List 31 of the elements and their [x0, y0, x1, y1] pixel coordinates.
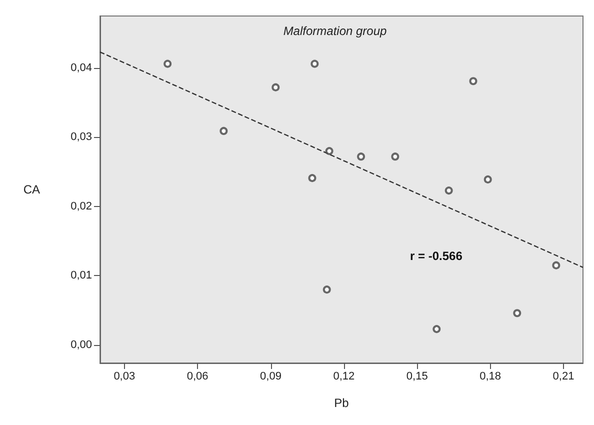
x-tick-label: 0,12: [333, 370, 355, 382]
x-axis-title: Pb: [334, 396, 350, 410]
y-tick-label: 0,02: [70, 200, 92, 212]
y-tick-label: 0,01: [70, 270, 92, 282]
point: [513, 309, 522, 318]
point: [325, 147, 334, 156]
point: [308, 174, 316, 182]
point: [444, 186, 453, 195]
x-tick-label: 0,03: [114, 370, 136, 382]
x-tick-label: 0,21: [552, 370, 574, 382]
y-tick-label: 0,03: [70, 131, 92, 144]
y-axis-title: CA: [23, 182, 40, 196]
point: [164, 60, 172, 68]
x-tick-label: 0,09: [260, 370, 282, 382]
point: [432, 325, 441, 334]
point: [310, 60, 319, 68]
point: [272, 83, 280, 92]
y-tick-label: 0,00: [70, 338, 92, 351]
y-tick-label: 0,04: [70, 62, 92, 74]
text: Malformation group: [283, 24, 388, 38]
point: [484, 175, 492, 184]
point: [357, 152, 366, 161]
point: [322, 286, 331, 294]
point: [220, 126, 228, 135]
point: [469, 77, 478, 86]
x-tick-label: 0,06: [186, 370, 208, 382]
annotation: r = -0.566: [410, 249, 463, 263]
x-tick-label: 0,15: [406, 370, 428, 382]
point: [391, 152, 400, 161]
x-tick-label: 0,18: [480, 370, 502, 382]
point: [552, 261, 560, 270]
